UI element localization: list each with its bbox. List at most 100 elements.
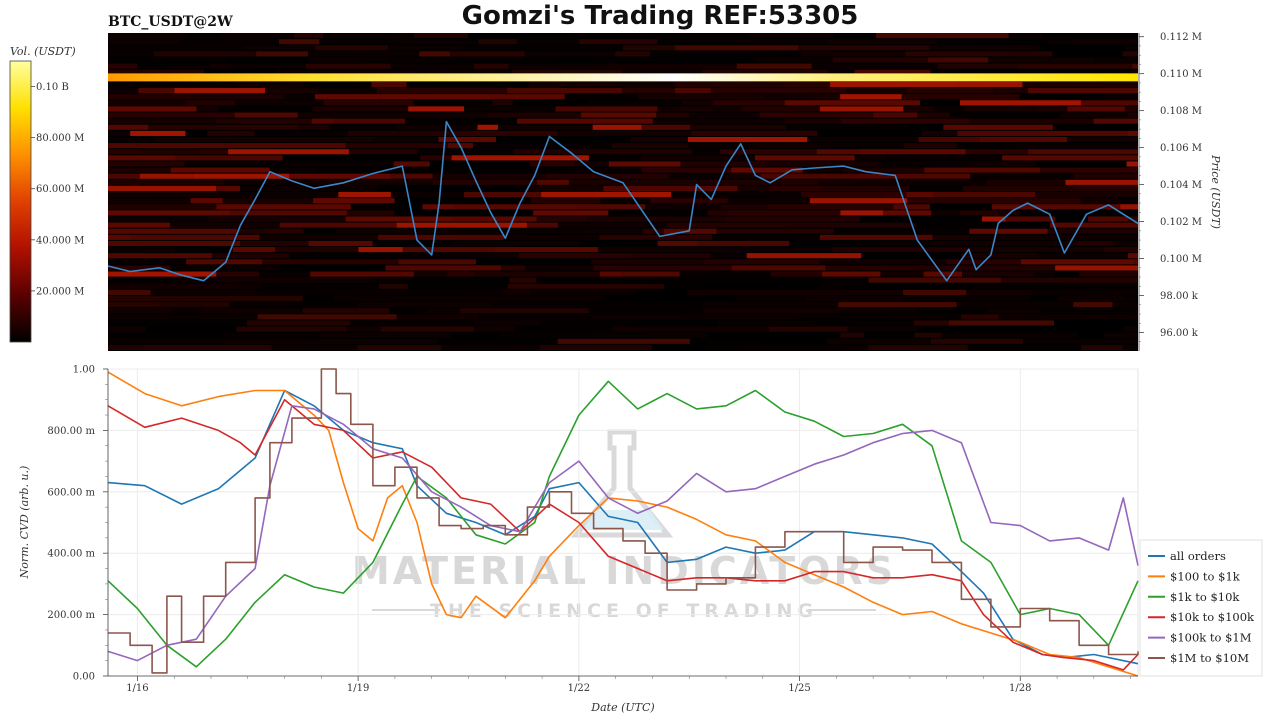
heatmap-cell (704, 222, 790, 228)
heatmap-cell (906, 192, 934, 198)
heatmap-cell (854, 320, 914, 326)
heatmap-cell (1049, 222, 1138, 228)
heatmap-cell (814, 94, 841, 100)
heatmap-cell (347, 130, 399, 136)
heatmap-cell (905, 51, 1005, 57)
heatmap-cell (216, 204, 351, 210)
heatmap-cell (323, 33, 415, 39)
heatmap-cell (1039, 45, 1126, 50)
heatmap-cell (452, 240, 580, 247)
cvd-x-tick-label: 1/22 (568, 683, 590, 694)
heatmap-cell (452, 167, 572, 173)
heatmap-cell (918, 136, 980, 143)
heatmap-cell (1122, 344, 1138, 350)
heatmap-cell (108, 130, 131, 136)
heatmap-cell (608, 39, 658, 45)
heatmap-cell (868, 344, 968, 350)
heatmap-cell (515, 326, 613, 332)
heatmap-cell (108, 88, 139, 94)
cvd-panel: 1.00 800.00 m 600.00 m 400.00 m 200.00 m 0.00… (18, 365, 1139, 714)
heatmap-cell (1093, 51, 1123, 56)
heatmap-cell (108, 106, 197, 112)
heatmap-cell (969, 118, 1094, 124)
heatmap-cell (716, 228, 834, 234)
heatmap-cell (108, 247, 141, 253)
heatmap-cell (817, 131, 922, 136)
heatmap-cell (1117, 198, 1138, 204)
heatmap-cell (296, 234, 379, 240)
cvd-y-axis-label: Norm. CVD (arb. u.) (18, 466, 31, 580)
heatmap-cell (873, 112, 918, 118)
heatmap-cell (1094, 57, 1138, 63)
heatmap-cell (224, 332, 321, 338)
heatmap-cell (108, 265, 171, 271)
heatmap-cell (277, 277, 370, 283)
colorbar-tick-label: 40.000 M (36, 235, 84, 246)
heatmap-cell (1135, 290, 1138, 295)
heatmap-cell (108, 198, 191, 204)
heatmap-cell (703, 308, 841, 314)
cvd-series-line (108, 368, 1139, 674)
heatmap-cell (736, 63, 812, 69)
heatmap-cell (961, 253, 1039, 259)
heatmap-cell (557, 222, 668, 228)
heatmap-cell (1047, 39, 1074, 45)
heatmap-cell (242, 45, 316, 51)
heatmap-cell (438, 136, 496, 143)
legend-entry: $1M to $10M (1170, 651, 1249, 665)
heatmap-cell (229, 302, 299, 308)
watermark-title: MATERIAL INDICATORS (352, 549, 896, 593)
heatmap-cell (259, 271, 311, 277)
heatmap-cell (731, 167, 803, 173)
heatmap-cell (865, 143, 904, 149)
colorbar-tick-label: 20.000 M (36, 286, 84, 297)
heatmap-cell (108, 155, 176, 161)
heatmap-cell (293, 33, 324, 39)
heatmap-cell (178, 39, 279, 45)
heatmap-cell (305, 63, 391, 69)
heatmap-cell (589, 308, 704, 314)
heatmap-cell (236, 228, 265, 234)
heatmap-cell (345, 143, 448, 149)
heatmap-cell (536, 277, 673, 283)
heatmap-cell (1036, 155, 1138, 161)
heatmap-cell (540, 320, 633, 326)
heatmap-cell (240, 240, 309, 247)
heatmap-cell (933, 161, 968, 167)
heatmap-cell (403, 278, 509, 283)
heatmap-cell (108, 216, 209, 222)
heatmap-cell (222, 198, 270, 204)
heatmap-cell (288, 253, 319, 259)
heatmap-cell (142, 344, 272, 350)
heatmap-cell (398, 130, 430, 136)
heatmap-cell (1124, 106, 1138, 112)
heatmap-cell (108, 253, 212, 259)
heatmap-cell (819, 234, 933, 240)
heatmap-cell (1084, 234, 1138, 240)
heatmap-cell (621, 88, 676, 94)
heatmap-cell (636, 290, 687, 295)
cvd-y-axis: 1.00 800.00 m 600.00 m 400.00 m 200.00 m 0.00 (47, 365, 109, 683)
heatmap-cell (1020, 259, 1135, 265)
heatmap-cell (502, 289, 531, 295)
heatmap-cell (832, 247, 971, 253)
cvd-series (107, 368, 1139, 677)
heatmap-cell (678, 106, 714, 112)
heatmap-cell (913, 320, 949, 326)
heatmap-cell (941, 332, 1079, 338)
heatmap-cell (508, 63, 608, 69)
heatmap-cell (949, 112, 1061, 118)
cvd-y-tick-label: 200.00 m (47, 610, 95, 621)
heatmap-cell (318, 88, 377, 94)
cvd-x-tick-label: 1/25 (788, 683, 810, 694)
heatmap-cell (454, 228, 588, 234)
heatmap-cell (878, 161, 934, 167)
hot-band (108, 73, 1138, 82)
heatmap-cell (473, 326, 516, 332)
heatmap-cell (579, 204, 646, 210)
heatmap-cell (360, 253, 486, 259)
heatmap-cell (527, 222, 558, 228)
legend-box (1139, 539, 1263, 677)
heatmap-cell (882, 314, 961, 320)
heatmap-cell (581, 112, 657, 118)
